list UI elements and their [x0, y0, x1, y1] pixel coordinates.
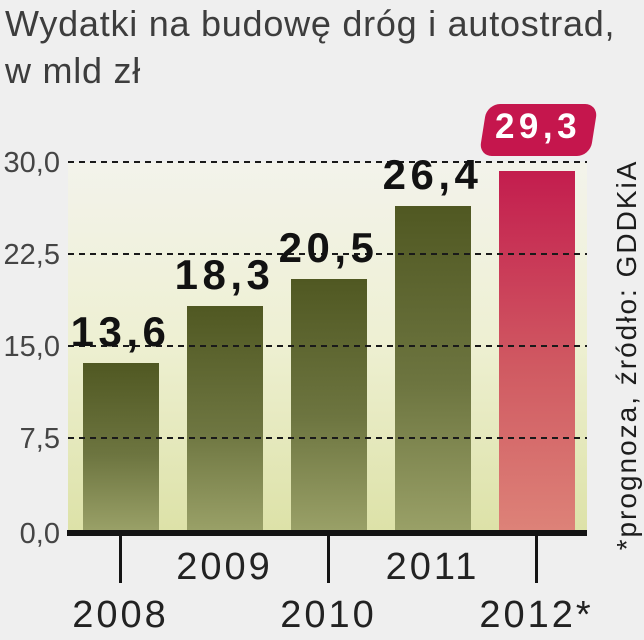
value-label-2008: 13,6: [70, 308, 171, 356]
x-tick-2012*: [535, 536, 538, 583]
x-tick-2010: [327, 536, 330, 583]
value-label-2009: 18,3: [174, 250, 275, 298]
gridline-15: [68, 344, 587, 348]
y-axis-label-7.5: 7,5: [19, 422, 60, 455]
x-tick-2008: [119, 536, 122, 583]
highlight-value-badge: 29,3: [478, 104, 598, 156]
x-axis-label-2009: 2009: [176, 546, 273, 588]
gridline-30: [68, 160, 587, 164]
value-label-2011: 26,4: [382, 151, 483, 199]
bar-2010: [290, 278, 367, 530]
bar-2012*: [498, 170, 575, 530]
value-label-2010: 20,5: [278, 223, 379, 271]
chart-title-line2: w mld zł: [5, 50, 142, 91]
bar-2009: [186, 305, 263, 530]
chart-title: Wydatki na budowę dróg i autostrad, w ml…: [5, 0, 615, 94]
gridline-7.5: [68, 436, 587, 440]
chart-title-line1: Wydatki na budowę dróg i autostrad,: [5, 3, 616, 44]
bar-2011: [394, 206, 471, 530]
y-axis-label-15: 15,0: [3, 330, 60, 363]
y-axis-label-0: 0,0: [19, 517, 60, 550]
x-axis-label-2010: 2010: [280, 594, 377, 636]
x-axis-line: [67, 530, 587, 536]
badge-value: 29,3: [494, 107, 582, 146]
x-axis-label-2012*: 2012*: [479, 594, 594, 636]
bar-2008: [82, 363, 159, 530]
x-axis-label-2008: 2008: [72, 594, 169, 636]
gridline-22.5: [68, 252, 587, 256]
y-axis-label-22.5: 22,5: [3, 238, 60, 271]
y-axis-label-30: 30,0: [3, 146, 60, 179]
x-axis-label-2011: 2011: [385, 546, 480, 588]
source-annotation: *prognoza, źródło: GDDKiA: [610, 159, 642, 551]
